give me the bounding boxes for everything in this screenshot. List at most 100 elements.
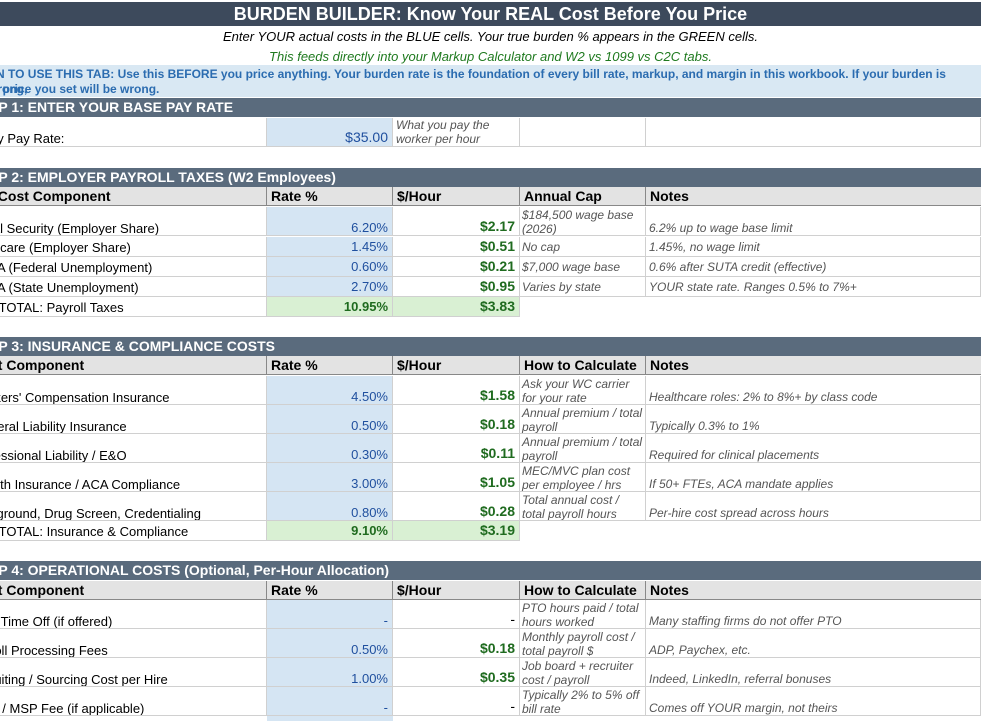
col-rate: Rate % <box>267 187 393 205</box>
rate-input[interactable]: 3.00% <box>267 463 393 492</box>
step4-header-label: EP 4: OPERATIONAL COSTS (Optional, Per-H… <box>0 562 390 578</box>
how-to-banner: EN TO USE THIS TAB: Use this BEFORE you … <box>0 65 981 97</box>
rate-input[interactable]: 0.80% <box>267 492 393 521</box>
step2-column-headers: / Cost Component Rate % $/Hour Annual Ca… <box>0 187 981 206</box>
row-note: If 50+ FTEs, ACA mandate applies <box>646 463 981 492</box>
row-note: 0.6% after SUTA credit (effective) <box>646 257 981 277</box>
table-row: rkers' Compensation Insurance 4.50% $1.5… <box>0 376 981 405</box>
row-note: Many staffing firms do not offer PTO <box>646 600 981 629</box>
table-row: TA (State Unemployment) 2.70% $0.95 Vari… <box>0 277 981 297</box>
subtotal-label: BTOTAL: Insurance & Compliance <box>0 521 267 541</box>
per-hour-value: - <box>393 600 520 629</box>
row-note: Per-hire cost spread across hours <box>646 492 981 521</box>
how-to-calculate: Total annual cost / total payroll hours <box>520 492 646 521</box>
subtotal-per-hour: $3.19 <box>393 521 520 541</box>
col-notes: Notes <box>650 357 689 373</box>
col-notes: Notes <box>650 582 689 598</box>
how-to-calculate: Typically 2% to 5% off bill rate <box>520 687 646 716</box>
empty-cell[interactable] <box>646 118 981 147</box>
rate-input[interactable]: 1.00% <box>267 658 393 687</box>
annual-cap: Varies by state <box>520 277 646 297</box>
step4-header: EP 4: OPERATIONAL COSTS (Optional, Per-H… <box>0 561 981 580</box>
how-to-calculate: PTO hours paid / total hours worked <box>520 600 646 629</box>
table-row: dicare (Employer Share) 1.45% $0.51 No c… <box>0 237 981 257</box>
row-label: kground, Drug Screen, Credentialing <box>0 492 267 521</box>
table-row: alth Insurance / ACA Compliance 3.00% $1… <box>0 463 981 492</box>
rate-input[interactable] <box>267 716 393 721</box>
step1-header-label: EP 1: ENTER YOUR BASE PAY RATE <box>0 99 234 115</box>
row-label: neral Liability Insurance <box>0 405 267 434</box>
per-hour-value: $0.95 <box>393 277 520 297</box>
table-row-partial <box>0 716 981 721</box>
row-note: Required for clinical placements <box>646 434 981 463</box>
per-hour-value: $0.18 <box>393 405 520 434</box>
row-note: 6.2% up to wage base limit <box>646 207 981 236</box>
col-how-to-calculate: How to Calculate <box>520 356 646 374</box>
table-row: d Time Off (if offered) - - PTO hours pa… <box>0 600 981 629</box>
rate-input[interactable]: 0.30% <box>267 434 393 463</box>
how-to-calculate: Annual premium / total payroll <box>520 405 646 434</box>
rate-input[interactable]: - <box>267 687 393 716</box>
subtotal-row: BTOTAL: Payroll Taxes 10.95% $3.83 <box>0 297 981 317</box>
rate-input[interactable]: 0.50% <box>267 405 393 434</box>
pay-rate-hint: What you pay the worker per hour <box>393 118 520 147</box>
row-label: TA (Federal Unemployment) <box>0 257 267 277</box>
per-hour-value: $0.11 <box>393 434 520 463</box>
col-rate: Rate % <box>267 356 393 374</box>
col-how-to-calculate: How to Calculate <box>520 581 646 599</box>
step3-header: EP 3: INSURANCE & COMPLIANCE COSTS <box>0 337 981 356</box>
per-hour-value: $2.17 <box>393 207 520 236</box>
table-row: ial Security (Employer Share) 6.20% $2.1… <box>0 207 981 236</box>
row-label: roll Processing Fees <box>0 629 267 658</box>
pay-rate-label: rly Pay Rate: <box>0 118 267 147</box>
table-row: ruiting / Sourcing Cost per Hire 1.00% $… <box>0 658 981 687</box>
step1-header: EP 1: ENTER YOUR BASE PAY RATE <box>0 98 981 117</box>
row-label: dicare (Employer Share) <box>0 237 267 257</box>
subtotal-rate: 9.10% <box>267 521 393 541</box>
row-label: fessional Liability / E&O <box>0 434 267 463</box>
per-hour-value: $1.05 <box>393 463 520 492</box>
rate-input[interactable]: 2.70% <box>267 277 393 297</box>
row-note: ADP, Paychex, etc. <box>646 629 981 658</box>
col-per-hour: $/Hour <box>393 187 520 205</box>
pay-rate-input[interactable]: $35.00 <box>267 118 393 147</box>
rate-input[interactable]: 4.50% <box>267 376 393 405</box>
col-per-hour: $/Hour <box>393 356 520 374</box>
row-note: Typically 0.3% to 1% <box>646 405 981 434</box>
per-hour-value: $1.58 <box>393 376 520 405</box>
how-to-line-2: ry price you set will be wrong. <box>0 82 160 96</box>
step4-column-headers: st Component Rate % $/Hour How to Calcul… <box>0 581 981 600</box>
rate-input[interactable]: 0.60% <box>267 257 393 277</box>
row-label: ial Security (Employer Share) <box>0 207 267 236</box>
annual-cap: $7,000 wage base <box>520 257 646 277</box>
row-label: d Time Off (if offered) <box>0 600 267 629</box>
rate-input[interactable]: - <box>267 600 393 629</box>
row-note: 1.45%, no wage limit <box>646 237 981 257</box>
col-cost-component: st Component <box>0 581 267 599</box>
how-to-calculate: Job board + recruiter cost / payroll <box>520 658 646 687</box>
how-to-calculate: Annual premium / total payroll <box>520 434 646 463</box>
how-to-line-1: EN TO USE THIS TAB: Use this BEFORE you … <box>0 67 946 96</box>
table-row: TA (Federal Unemployment) 0.60% $0.21 $7… <box>0 257 981 277</box>
step3-column-headers: st Component Rate % $/Hour How to Calcul… <box>0 356 981 375</box>
subtotal-per-hour: $3.83 <box>393 297 520 317</box>
col-cost-component: / Cost Component <box>0 187 267 205</box>
step2-header-label: EP 2: EMPLOYER PAYROLL TAXES (W2 Employe… <box>0 169 336 185</box>
per-hour-value: $0.18 <box>393 629 520 658</box>
how-to-calculate: Ask your WC carrier for your rate <box>520 376 646 405</box>
rate-input[interactable]: 0.50% <box>267 629 393 658</box>
col-annual-cap: Annual Cap <box>520 187 646 205</box>
step3-header-label: EP 3: INSURANCE & COMPLIANCE COSTS <box>0 338 275 354</box>
col-rate: Rate % <box>267 581 393 599</box>
rate-input[interactable]: 1.45% <box>267 237 393 257</box>
col-per-hour: $/Hour <box>393 581 520 599</box>
pay-rate-row: rly Pay Rate: $35.00 What you pay the wo… <box>0 118 981 147</box>
rate-input[interactable]: 6.20% <box>267 207 393 236</box>
table-row: roll Processing Fees 0.50% $0.18 Monthly… <box>0 629 981 658</box>
row-note: Indeed, LinkedIn, referral bonuses <box>646 658 981 687</box>
row-label: rkers' Compensation Insurance <box>0 376 267 405</box>
empty-cell[interactable] <box>520 118 646 147</box>
row-note: YOUR state rate. Ranges 0.5% to 7%+ <box>646 277 981 297</box>
table-row: neral Liability Insurance 0.50% $0.18 An… <box>0 405 981 434</box>
per-hour-value: $0.28 <box>393 492 520 521</box>
